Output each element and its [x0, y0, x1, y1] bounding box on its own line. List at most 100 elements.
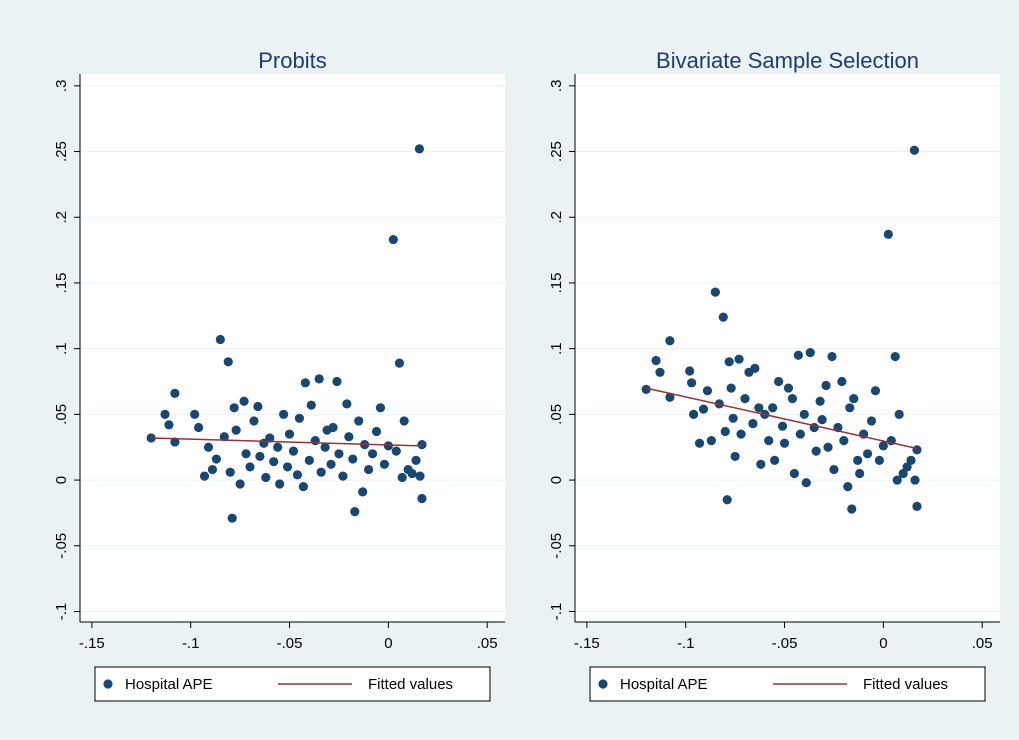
legend-label: Fitted values [368, 676, 453, 693]
point [194, 422, 204, 433]
point [829, 464, 839, 475]
point [391, 446, 401, 456]
point [789, 468, 800, 479]
point [383, 441, 393, 451]
point [207, 464, 218, 475]
point [306, 400, 316, 410]
point [348, 454, 358, 464]
point [415, 471, 425, 481]
point [279, 409, 289, 419]
point [160, 409, 170, 419]
point [320, 442, 330, 452]
point [227, 513, 237, 523]
x-tick-label: .05 [477, 635, 498, 652]
point [815, 396, 825, 406]
point [211, 454, 221, 464]
point [839, 436, 849, 446]
point [728, 413, 738, 423]
point [665, 392, 675, 402]
point [310, 436, 320, 446]
point [300, 378, 310, 388]
point [641, 384, 651, 394]
y-tick-label: .2 [548, 211, 565, 224]
point [394, 358, 405, 368]
point [909, 145, 920, 155]
point [326, 459, 336, 469]
plot-area [80, 74, 505, 622]
point [754, 403, 764, 413]
point [892, 475, 902, 485]
point [219, 432, 229, 442]
point [768, 403, 778, 413]
legend-marker [103, 679, 113, 689]
x-tick-label: -.15 [574, 635, 600, 652]
point [799, 409, 809, 419]
point [805, 347, 815, 358]
point [292, 470, 303, 480]
point [399, 416, 409, 426]
point [689, 409, 699, 419]
point [288, 446, 299, 456]
point [338, 471, 348, 481]
x-tick-label: 0 [879, 635, 887, 652]
point [314, 374, 324, 384]
point [694, 438, 705, 448]
point [235, 479, 245, 489]
point [687, 378, 697, 388]
y-tick-label: .05 [548, 404, 565, 425]
point [734, 354, 744, 364]
y-tick-label: 0 [53, 476, 70, 484]
point [304, 455, 314, 465]
point [894, 409, 904, 419]
x-tick-label: 0 [384, 635, 392, 652]
point [371, 426, 382, 437]
point [651, 355, 661, 366]
point [883, 229, 893, 239]
point [388, 234, 398, 245]
y-tick-label: .15 [548, 273, 565, 294]
point [375, 403, 386, 413]
y-tick-label: -.05 [548, 533, 565, 559]
point [190, 409, 200, 419]
fitted-line [645, 387, 918, 450]
point [298, 482, 308, 492]
y-tick-label: .3 [53, 80, 70, 93]
point [906, 455, 916, 465]
point [855, 468, 865, 479]
y-tick-label: .3 [548, 80, 565, 93]
point [334, 449, 344, 459]
point [358, 487, 368, 497]
point [344, 432, 354, 442]
point [245, 462, 255, 472]
point [231, 425, 241, 435]
point [748, 418, 758, 429]
point [354, 416, 364, 426]
chart-title: Probits [258, 48, 326, 73]
point [777, 421, 788, 431]
point [726, 383, 736, 393]
point [770, 455, 780, 465]
point [847, 504, 857, 514]
y-tick-label: -.1 [53, 603, 70, 621]
x-tick-label: -.05 [277, 635, 303, 652]
legend-label: Hospital APE [620, 676, 708, 693]
point [862, 449, 873, 459]
x-tick-label: -.05 [772, 635, 798, 652]
legend-label: Fitted values [863, 676, 948, 693]
legend-marker [598, 679, 608, 689]
point [275, 479, 285, 489]
point [328, 422, 338, 433]
point [710, 287, 720, 297]
point [756, 459, 766, 469]
point [350, 507, 360, 517]
fitted-line [151, 437, 422, 447]
chart-title: Bivariate Sample Selection [656, 48, 919, 73]
point [417, 493, 427, 504]
y-tick-label: -.05 [53, 533, 70, 559]
point [910, 475, 920, 485]
point [411, 455, 421, 465]
x-tick-label: -.1 [677, 635, 695, 652]
point [255, 451, 265, 462]
y-tick-label: .15 [53, 273, 70, 294]
